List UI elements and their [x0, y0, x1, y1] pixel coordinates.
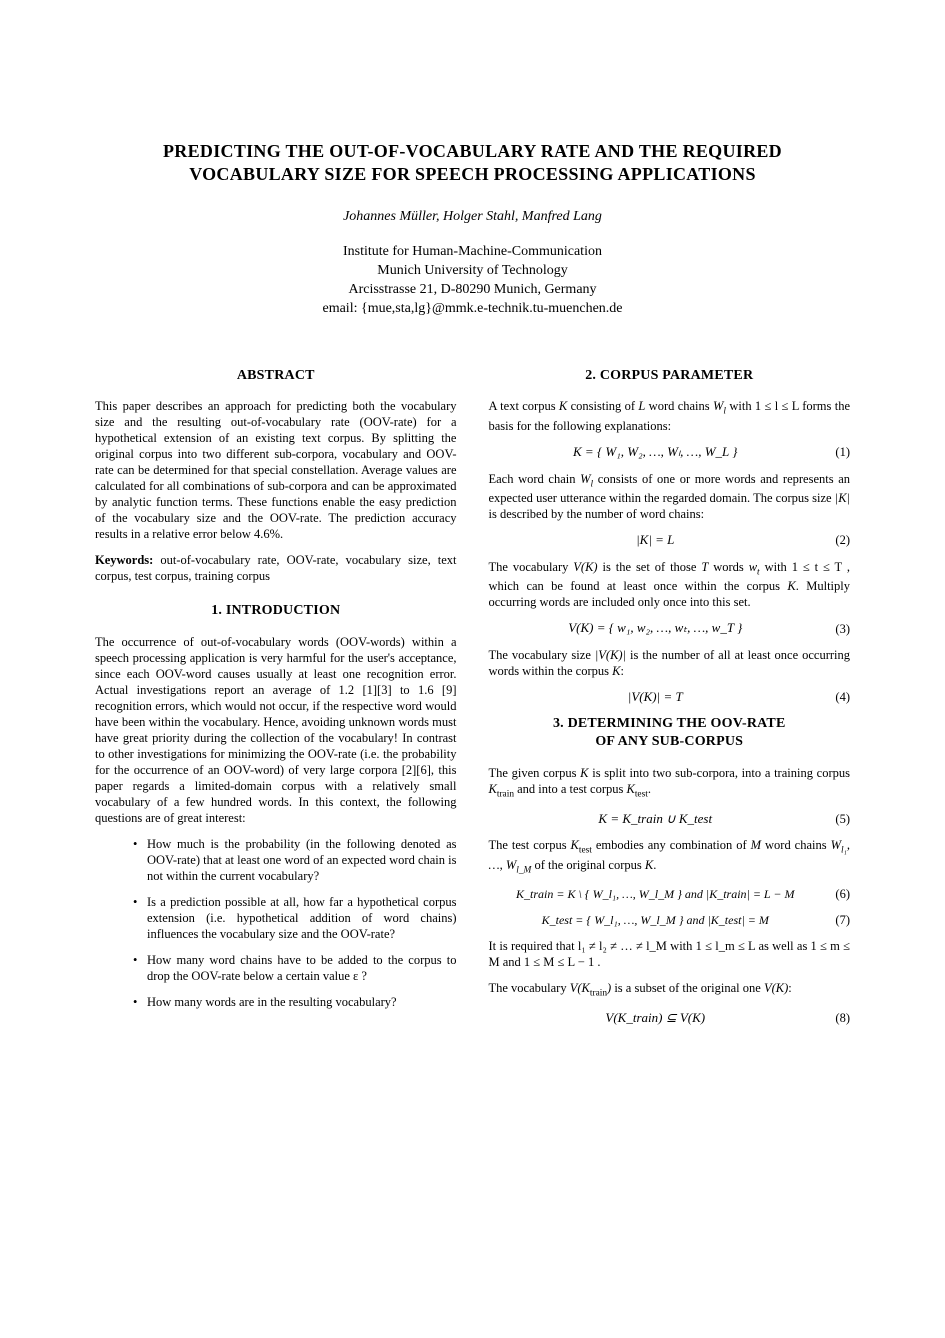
oov-rate-heading: 3. DETERMINING THE OOV-RATE OF ANY SUB-C… [489, 715, 851, 751]
equation-body: K = K_train ∪ K_test [489, 811, 823, 828]
keywords-label: Keywords: [95, 553, 153, 567]
list-item: How many word chains have to be added to… [133, 952, 457, 984]
right-column: 2. CORPUS PARAMETER A text corpus K cons… [489, 359, 851, 1037]
equation-8: V(K_train) ⊆ V(K) (8) [489, 1010, 851, 1027]
equation-number: (2) [822, 532, 850, 548]
s2-para-1: A text corpus K consisting of L word cha… [489, 398, 851, 434]
equation-body: |K| = L [489, 532, 823, 549]
equation-5: K = K_train ∪ K_test (5) [489, 811, 851, 828]
equation-number: (5) [822, 811, 850, 827]
s3-para-3: It is required that l₁ ≠ l₂ ≠ … ≠ l_M wi… [489, 938, 851, 970]
list-item: How much is the probability (in the foll… [133, 836, 457, 884]
equation-number: (3) [822, 621, 850, 637]
introduction-heading: 1. INTRODUCTION [95, 602, 457, 620]
equation-number: (6) [822, 886, 850, 902]
affiliation-line-1: Institute for Human-Machine-Communicatio… [343, 244, 602, 259]
s3-para-4: The vocabulary V(Ktrain) is a subset of … [489, 980, 851, 1000]
affiliation-line-4: email: {mue,sta,lg}@mmk.e-technik.tu-mue… [322, 301, 622, 316]
equation-body: K_train = K \ { W_l₁, …, W_l_M } and |K_… [489, 887, 823, 902]
equation-number: (1) [822, 444, 850, 460]
equation-body: |V(K)| = T [489, 689, 823, 706]
two-column-layout: ABSTRACT This paper describes an approac… [95, 359, 850, 1037]
title-line-1: PREDICTING THE OUT-OF-VOCABULARY RATE AN… [163, 141, 782, 161]
equation-4: |V(K)| = T (4) [489, 689, 851, 706]
authors: Johannes Müller, Holger Stahl, Manfred L… [95, 209, 850, 225]
title-line-2: VOCABULARY SIZE FOR SPEECH PROCESSING AP… [189, 164, 756, 184]
introduction-text: The occurrence of out-of-vocabulary word… [95, 634, 457, 826]
equation-body: V(K) = { w₁, w₂, …, wₜ, …, w_T } [489, 620, 823, 637]
equation-2: |K| = L (2) [489, 532, 851, 549]
left-column: ABSTRACT This paper describes an approac… [95, 359, 457, 1037]
equation-number: (4) [822, 689, 850, 705]
abstract-heading: ABSTRACT [95, 367, 457, 385]
equation-body: K = { W₁, W₂, …, Wₗ, …, W_L } [489, 444, 823, 461]
intro-bullet-list: How much is the probability (in the foll… [133, 836, 457, 1010]
s3-para-2: The test corpus Ktest embodies any combi… [489, 837, 851, 876]
s2-para-3: The vocabulary V(K) is the set of those … [489, 559, 851, 611]
abstract-text: This paper describes an approach for pre… [95, 398, 457, 542]
equation-1: K = { W₁, W₂, …, Wₗ, …, W_L } (1) [489, 444, 851, 461]
s3-heading-line-1: 3. DETERMINING THE OOV-RATE [553, 716, 786, 731]
list-item: How many words are in the resulting voca… [133, 994, 457, 1010]
affiliation-line-3: Arcisstrasse 21, D-80290 Munich, Germany [348, 282, 596, 297]
list-item: Is a prediction possible at all, how far… [133, 894, 457, 942]
affiliation: Institute for Human-Machine-Communicatio… [95, 243, 850, 319]
equation-number: (8) [822, 1010, 850, 1026]
equation-7: K_test = { W_l₁, …, W_l_M } and |K_test|… [489, 912, 851, 928]
equation-3: V(K) = { w₁, w₂, …, wₜ, …, w_T } (3) [489, 620, 851, 637]
equation-6: K_train = K \ { W_l₁, …, W_l_M } and |K_… [489, 886, 851, 902]
s2-para-2: Each word chain Wl consists of one or mo… [489, 471, 851, 523]
s3-heading-line-2: OF ANY SUB-CORPUS [595, 734, 743, 749]
affiliation-line-2: Munich University of Technology [377, 263, 567, 278]
equation-body: K_test = { W_l₁, …, W_l_M } and |K_test|… [489, 913, 823, 928]
s2-para-4: The vocabulary size |V(K)| is the number… [489, 647, 851, 679]
equation-body: V(K_train) ⊆ V(K) [489, 1010, 823, 1027]
keywords: Keywords: out-of-vocabulary rate, OOV-ra… [95, 552, 457, 584]
s3-para-1: The given corpus K is split into two sub… [489, 765, 851, 801]
equation-number: (7) [822, 912, 850, 928]
paper-title: PREDICTING THE OUT-OF-VOCABULARY RATE AN… [95, 140, 850, 185]
corpus-parameter-heading: 2. CORPUS PARAMETER [489, 367, 851, 385]
